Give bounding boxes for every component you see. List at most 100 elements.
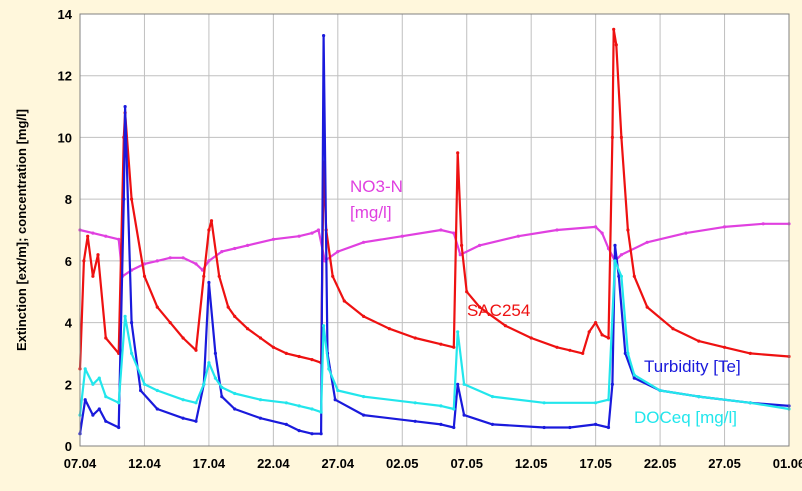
data-point-nitrate [316, 228, 321, 232]
data-point-nitrate [516, 234, 520, 238]
data-point-sac [310, 358, 314, 362]
data-point-turbidity [333, 398, 337, 402]
data-point-sac [568, 348, 572, 352]
data-point-sac [86, 234, 90, 238]
data-point-doc [130, 351, 134, 355]
data-point-nitrate [310, 231, 314, 235]
data-point-nitrate [181, 256, 185, 260]
x-tick-label: 27.05 [708, 456, 741, 471]
data-point-doc [362, 395, 366, 399]
data-point-turbidity [462, 413, 466, 417]
data-point-sac [478, 305, 482, 309]
series-annotations: NO3-N [mg/l] SAC254 Turbidity [Te] DOCeq [mg… [350, 177, 741, 427]
data-point-turbidity [490, 422, 495, 426]
data-point-turbidity [130, 321, 134, 325]
data-point-nitrate [400, 234, 404, 238]
y-tick-label: 2 [65, 377, 72, 392]
data-point-doc [658, 388, 662, 393]
data-point-nitrate [142, 262, 147, 266]
data-point-doc [748, 401, 752, 405]
data-point-turbidity [632, 376, 636, 380]
data-point-nitrate [600, 231, 604, 235]
data-point-sac [207, 228, 211, 232]
y-tick-label: 12 [58, 69, 72, 84]
data-point-turbidity [207, 280, 211, 285]
data-point-sac [645, 305, 649, 309]
data-point-sac [632, 274, 636, 278]
data-point-nitrate [220, 250, 224, 254]
data-point-nitrate [194, 262, 198, 266]
y-tick-label: 0 [65, 439, 72, 454]
data-point-doc [233, 391, 237, 396]
data-point-sac [362, 314, 366, 318]
data-point-sac [246, 327, 250, 331]
data-point-sac [142, 274, 147, 278]
data-point-sac [612, 27, 616, 31]
data-point-nitrate [761, 222, 765, 226]
data-point-turbidity [456, 382, 460, 386]
data-point-nitrate [362, 240, 366, 244]
data-point-nitrate [155, 259, 159, 263]
data-point-doc [97, 376, 101, 380]
data-point-sac [503, 324, 507, 328]
x-tick-label: 22.05 [644, 456, 677, 471]
data-point-sac [155, 305, 159, 309]
data-point-sac [452, 345, 456, 349]
data-point-nitrate [452, 231, 456, 235]
x-tick-label: 02.05 [386, 456, 419, 471]
data-point-sac [594, 321, 598, 325]
data-point-turbidity [117, 425, 121, 430]
data-point-turbidity [319, 432, 323, 436]
data-point-nitrate [439, 228, 443, 232]
data-point-doc [626, 351, 630, 355]
data-point-sac [671, 327, 675, 331]
data-point-sac [529, 336, 533, 340]
data-point-nitrate [458, 253, 462, 257]
x-tick-label: 07.05 [450, 456, 483, 471]
data-point-doc [632, 373, 636, 377]
x-tick-label: 17.05 [579, 456, 612, 471]
data-point-turbidity [623, 351, 627, 355]
x-tick-label: 12.05 [515, 456, 548, 471]
data-point-sac [581, 351, 585, 355]
x-tick-label: 17.04 [193, 456, 226, 471]
data-point-turbidity [297, 429, 301, 433]
data-point-sac [104, 336, 108, 340]
series-line-sac [78, 28, 790, 369]
data-point-sac [610, 135, 615, 139]
data-point-turbidity [362, 413, 366, 417]
data-point-sac [194, 348, 198, 352]
x-tick-label: 01.06 [773, 456, 802, 471]
data-point-sac [91, 274, 95, 278]
data-point-sac [331, 274, 335, 278]
data-point-doc [104, 395, 108, 399]
data-point-turbidity [258, 416, 263, 420]
data-point-doc [462, 382, 466, 386]
data-point-turbidity [123, 105, 127, 109]
y-tick-label: 6 [65, 254, 72, 269]
plot-border [79, 13, 790, 447]
data-point-doc [542, 401, 546, 405]
data-point-doc [439, 404, 443, 408]
data-point-sac [168, 321, 172, 325]
data-point-sac [271, 345, 275, 349]
data-point-doc [319, 410, 323, 414]
data-point-sac [439, 342, 443, 346]
x-axis-ticks: 07.04 12.04 17.04 22.04 27.04 02.05 07.05 12.05… [64, 456, 802, 471]
data-point-nitrate [297, 234, 301, 238]
data-point-sac [456, 151, 460, 155]
data-point-sac [587, 330, 591, 334]
y-tick-label: 8 [65, 192, 72, 207]
series-layer [78, 27, 791, 436]
data-point-sac [555, 345, 559, 349]
y-tick-label: 4 [65, 316, 73, 331]
data-point-sac [181, 336, 185, 340]
data-point-turbidity [613, 243, 617, 247]
data-point-doc [606, 398, 611, 402]
data-point-doc [336, 388, 340, 393]
y-axis-ticks: 0 2 4 6 8 10 12 14 [58, 7, 73, 454]
annotation-nitrate: NO3-N [350, 177, 403, 196]
data-point-nitrate [619, 253, 624, 257]
data-point-turbidity [97, 407, 101, 411]
